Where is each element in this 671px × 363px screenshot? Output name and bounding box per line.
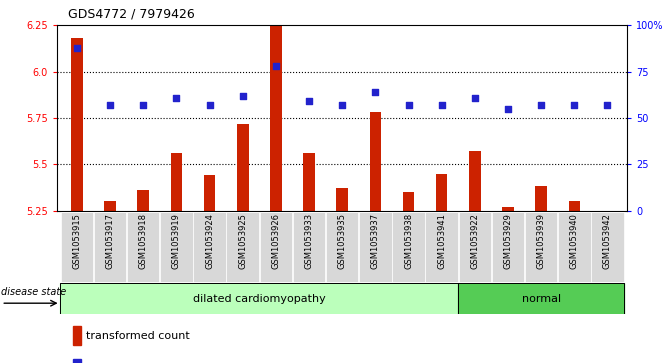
Text: GSM1053940: GSM1053940 [570, 213, 579, 269]
FancyBboxPatch shape [326, 212, 358, 282]
Bar [60, 283, 458, 314]
Point [304, 98, 315, 104]
Text: GSM1053919: GSM1053919 [172, 213, 181, 269]
Point [138, 102, 148, 108]
Bar [73, 326, 81, 346]
FancyBboxPatch shape [525, 212, 558, 282]
Bar [458, 283, 624, 314]
Point [370, 89, 380, 95]
Text: GSM1053924: GSM1053924 [205, 213, 214, 269]
Bar [237, 123, 248, 211]
Text: GSM1053939: GSM1053939 [537, 213, 546, 269]
Text: transformed count: transformed count [86, 331, 190, 340]
FancyBboxPatch shape [260, 212, 292, 282]
Text: GSM1053925: GSM1053925 [238, 213, 247, 269]
Bar [403, 192, 414, 211]
Text: GSM1053926: GSM1053926 [271, 213, 280, 269]
Text: GDS4772 / 7979426: GDS4772 / 7979426 [68, 8, 195, 21]
Point [436, 102, 447, 108]
Bar [138, 190, 149, 211]
Bar [303, 153, 315, 211]
Text: GSM1053922: GSM1053922 [470, 213, 479, 269]
Point [72, 45, 83, 50]
Bar [73, 359, 81, 363]
Text: GSM1053941: GSM1053941 [437, 213, 446, 269]
Point [204, 102, 215, 108]
FancyBboxPatch shape [458, 212, 491, 282]
Point [503, 106, 513, 112]
Point [105, 102, 115, 108]
Bar [436, 174, 448, 211]
Text: GSM1053917: GSM1053917 [105, 213, 115, 269]
Text: disease state: disease state [1, 287, 66, 297]
FancyBboxPatch shape [293, 212, 325, 282]
Point [569, 102, 580, 108]
Bar [104, 201, 116, 211]
Point [470, 95, 480, 101]
Text: GSM1053937: GSM1053937 [371, 213, 380, 269]
FancyBboxPatch shape [127, 212, 160, 282]
Bar [336, 188, 348, 211]
Point [238, 93, 248, 99]
Point [403, 102, 414, 108]
Point [337, 102, 348, 108]
FancyBboxPatch shape [227, 212, 259, 282]
Text: GSM1053918: GSM1053918 [139, 213, 148, 269]
Bar [204, 175, 215, 211]
FancyBboxPatch shape [60, 212, 93, 282]
Text: normal: normal [521, 294, 561, 303]
Bar [469, 151, 480, 211]
Bar [71, 38, 83, 211]
FancyBboxPatch shape [160, 212, 193, 282]
Text: GSM1053935: GSM1053935 [338, 213, 347, 269]
FancyBboxPatch shape [359, 212, 392, 282]
Text: GSM1053929: GSM1053929 [503, 213, 513, 269]
Bar [568, 201, 580, 211]
FancyBboxPatch shape [492, 212, 524, 282]
Text: GSM1053942: GSM1053942 [603, 213, 612, 269]
Text: GSM1053938: GSM1053938 [404, 213, 413, 269]
Text: dilated cardiomyopathy: dilated cardiomyopathy [193, 294, 325, 303]
Bar [270, 25, 282, 211]
FancyBboxPatch shape [591, 212, 624, 282]
Bar [535, 187, 547, 211]
Bar [502, 207, 514, 211]
FancyBboxPatch shape [94, 212, 126, 282]
Bar [370, 113, 381, 211]
Text: GSM1053933: GSM1053933 [305, 213, 313, 269]
Point [602, 102, 613, 108]
FancyBboxPatch shape [193, 212, 226, 282]
Bar [170, 153, 183, 211]
Point [270, 63, 281, 69]
FancyBboxPatch shape [425, 212, 458, 282]
FancyBboxPatch shape [558, 212, 590, 282]
Point [536, 102, 547, 108]
FancyBboxPatch shape [393, 212, 425, 282]
Point [171, 95, 182, 101]
Text: GSM1053915: GSM1053915 [72, 213, 81, 269]
